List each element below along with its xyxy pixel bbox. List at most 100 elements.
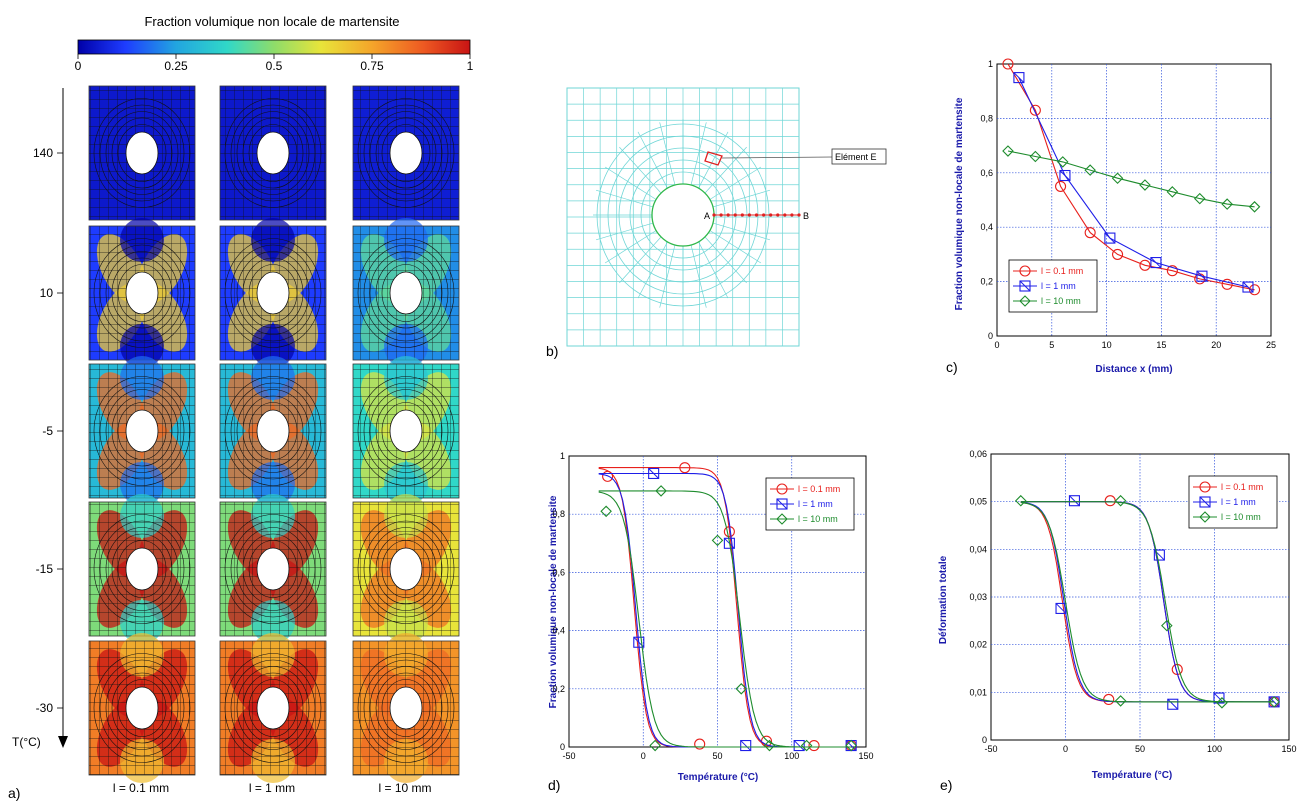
chart-d-series-1-point-0-diag [648,468,659,479]
chart-d-xtick-0: -50 [562,751,575,761]
chart-d-series-1-point-2 [633,636,645,648]
chart-c-series-0-line-0 [1007,63,1255,291]
chart-c-xtick-3: 15 [1156,340,1166,350]
tile-ring-3 [369,111,443,195]
chart-c-xlabel: Distance x (mm) [1095,364,1172,375]
chart-e-series-2-point-3 [1114,695,1127,707]
tile-ring-1 [381,124,431,182]
ab-node-6 [754,213,759,217]
chart-e-series-2-point-4 [1216,697,1228,709]
mesh-tile-r4-c0 [88,633,196,783]
mesh-outline [566,87,800,347]
chart-d-ytick-4: 0,8 [552,509,565,519]
chart-c-series-0-point-3 [1084,227,1096,239]
chart-d-ytick-2: 0,4 [552,626,565,636]
tile-hole [125,271,159,315]
tile-ring-5 [357,238,455,348]
tile-hole [256,686,290,730]
tile-ring-1 [248,679,298,737]
tile-ring-3 [369,527,443,611]
chart-d-legend-marker-1-diag [776,498,788,510]
temperature-tick-label-4: -30 [36,701,54,715]
tile-ring-2 [375,117,437,189]
tile-ring-4 [363,520,449,618]
chart-e-ytick-2: 0,02 [969,640,987,650]
ab-node-5 [747,213,752,217]
chart-c-series-1-point-5-diag [1242,281,1254,293]
chart-c-ytick-3: 0,6 [980,168,993,178]
mesh-tile-r1-c0 [88,218,196,368]
panel-label-a: a) [8,785,20,801]
chart-e-xtick-1: 0 [1063,744,1068,754]
chart-d-series-2-point-1 [655,485,667,497]
chart-c-ylabel: Fraction volumique non-locale de martens… [954,97,965,310]
chart-d-series-1-point-3-diag [740,740,752,751]
temperature-axis-arrow [58,736,68,748]
tile-hole [125,686,159,730]
chart-e-ytick-3: 0,03 [969,592,987,602]
chart-d-series-2-point-6 [800,739,813,752]
martensite-mesh-grid [88,85,460,783]
tile-border [219,640,327,776]
tile-ring-2 [111,672,173,744]
element-e-label: Elément E [835,152,877,162]
ab-node-2 [726,213,730,217]
tile-hole [389,131,423,175]
chart-c-legend-label-1: l = 1 mm [1041,281,1076,291]
mesh-ray-240 [637,131,668,189]
point-b-label: B [803,211,809,221]
chart-e-ytick-0: 0 [982,735,987,745]
chart-c-series-0-point-6 [1166,265,1178,277]
chart-c-series-1-point-5 [1242,281,1254,293]
tile-ring-4 [230,520,316,618]
tile-ring-4 [363,104,449,202]
tile-ring-5 [224,653,322,763]
mesh-ray-330 [709,166,762,200]
tile-ring-5 [93,238,191,348]
chart-d-xtick-4: 150 [858,751,873,761]
tile-hole [256,131,290,175]
mesh-ray-45 [704,236,747,284]
tile-ring-3 [105,666,179,750]
chart-c-legend-marker-1-diag [1019,280,1031,292]
chart-d-series-1-point-4-diag [793,740,805,751]
chart-e-series-2-point-2 [1161,619,1173,632]
chart-c-ytick-5: 1 [988,59,993,69]
chart-c-ytick-4: 0,8 [980,113,993,123]
chart-d-series-1-point-3 [740,739,752,752]
column-label-2: l = 10 mm [378,781,431,795]
column-label-1: l = 1 mm [249,781,295,795]
ab-node-11 [790,213,794,217]
mesh-ray-345 [712,189,771,208]
chart-e-ytick-4: 0,04 [969,544,987,554]
chart-c-series-1-point-4 [1196,270,1208,282]
tile-ring-5 [357,98,455,208]
chart-d-series-2-line-1 [598,490,852,748]
mesh-tile-r0-c0 [88,85,196,221]
chart-e-legend-marker-1-diag [1199,496,1211,508]
chart-c-series-1-point-2 [1104,232,1116,244]
chart-e-xtick-0: -50 [984,744,997,754]
chart-d-series-0-point-5 [808,739,820,752]
tile-border [88,640,196,776]
mesh-ray-60 [698,241,729,299]
chart-d-xtick-3: 100 [784,751,799,761]
tile-ring-1 [248,264,298,322]
chart-e-xtick-4: 150 [1281,744,1296,754]
colorbar-tick-label-4: 1 [467,59,474,73]
tile-ring-5 [357,653,455,763]
tile-hole [125,131,159,175]
chart-e-series-2-point-1 [1114,494,1127,507]
mesh-tile-r0-c1 [219,85,327,221]
chart-d-ytick-5: 1 [560,451,565,461]
chart-e-series-1-point-2-diag [1055,603,1067,614]
chart-d-ytick-1: 0,2 [552,684,565,694]
chart-e-legend-marker-1 [1199,496,1211,508]
colorbar-ticks: 0 0.25 0.5 0.75 1 [75,54,474,73]
mesh-ray-165 [595,222,654,241]
tile-hole [389,271,423,315]
tile-ring-4 [363,659,449,757]
chart-d-series-1-point-4 [793,739,805,752]
mesh-tile-r1-c2 [352,218,460,368]
